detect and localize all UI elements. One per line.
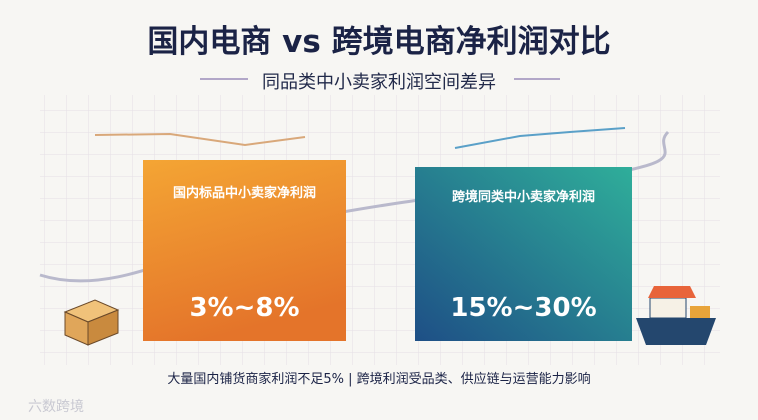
box-icon [63, 299, 120, 346]
card-value: 15%~30% [450, 293, 597, 323]
card-crossborder [415, 167, 632, 341]
watermark: 六数跨境 [28, 399, 84, 415]
card-domestic [143, 160, 346, 341]
title: 国内电商 vs 跨境电商净利润对比 [147, 24, 611, 60]
deco-line [454, 127, 626, 149]
ship-icon [636, 286, 716, 345]
card-label: 国内标品中小卖家净利润 [172, 186, 316, 201]
subtitle: 同品类中小卖家利润空间差异 [262, 72, 496, 93]
card-value: 3%~8% [189, 293, 300, 323]
card-label: 跨境同类中小卖家净利润 [451, 190, 595, 205]
deco-line [94, 132, 306, 147]
footnote: 大量国内铺货商家利润不足5% | 跨境利润受品类、供应链与运营能力影响 [167, 372, 591, 387]
